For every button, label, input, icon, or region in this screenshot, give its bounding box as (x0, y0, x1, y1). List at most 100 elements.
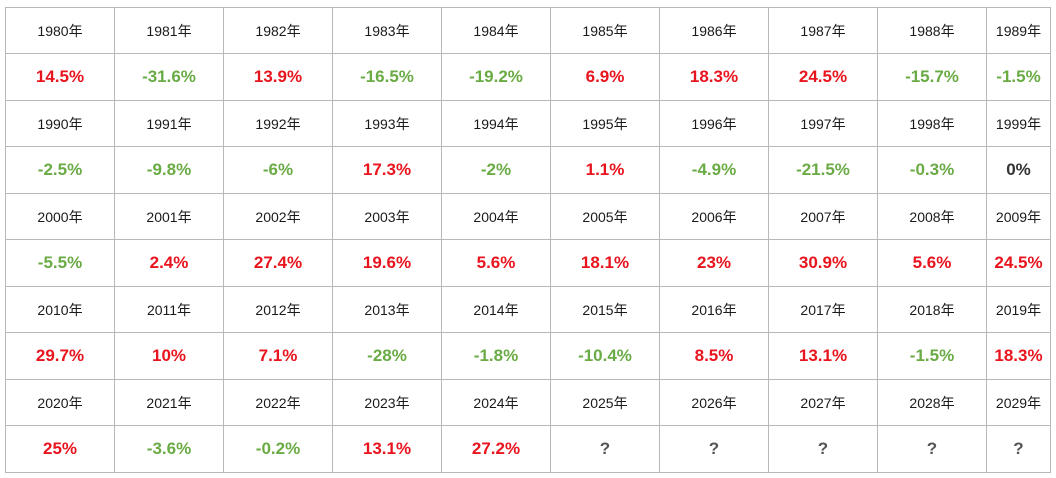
return-value-cell: 17.3% (332, 146, 442, 194)
year-cell: 2010年 (5, 286, 115, 333)
year-cell: 2007年 (768, 193, 878, 240)
return-value-cell: -1.5% (986, 53, 1051, 101)
return-value-cell: 25% (5, 425, 115, 473)
return-value-cell: 24.5% (768, 53, 878, 101)
year-cell: 2005年 (550, 193, 660, 240)
year-cell: 1993年 (332, 100, 442, 147)
year-cell: 2020年 (5, 379, 115, 426)
return-value-cell: -4.9% (659, 146, 769, 194)
year-cell: 2006年 (659, 193, 769, 240)
return-value-cell: -10.4% (550, 332, 660, 380)
year-cell: 1988年 (877, 7, 987, 54)
return-value-cell: 27.2% (441, 425, 551, 473)
return-value-cell: 8.5% (659, 332, 769, 380)
return-value-cell: 18.3% (986, 332, 1051, 380)
year-cell: 1991年 (114, 100, 224, 147)
return-value-cell: 13.9% (223, 53, 333, 101)
year-cell: 1998年 (877, 100, 987, 147)
return-value-cell: -21.5% (768, 146, 878, 194)
return-value-cell: ? (659, 425, 769, 473)
return-value-cell: 18.3% (659, 53, 769, 101)
year-cell: 2013年 (332, 286, 442, 333)
return-value-cell: 18.1% (550, 239, 660, 287)
return-value-cell: 5.6% (877, 239, 987, 287)
year-row: 1980年 1981年 1982年 1983年 1984年 1985年 1986年 1987年… (5, 7, 1051, 54)
return-value-cell: -1.8% (441, 332, 551, 380)
return-value-cell: 19.6% (332, 239, 442, 287)
year-cell: 1997年 (768, 100, 878, 147)
year-cell: 2017年 (768, 286, 878, 333)
year-cell: 2002年 (223, 193, 333, 240)
return-value-cell: 0% (986, 146, 1051, 194)
return-value-cell: -31.6% (114, 53, 224, 101)
year-cell: 1994年 (441, 100, 551, 147)
return-value-cell: -6% (223, 146, 333, 194)
return-value-cell: 30.9% (768, 239, 878, 287)
return-value-cell: -2.5% (5, 146, 115, 194)
year-cell: 2018年 (877, 286, 987, 333)
year-cell: 2019年 (986, 286, 1051, 333)
return-value-cell: -15.7% (877, 53, 987, 101)
year-cell: 2029年 (986, 379, 1051, 426)
year-cell: 1982年 (223, 7, 333, 54)
return-value-cell: -2% (441, 146, 551, 194)
return-value-cell: -5.5% (5, 239, 115, 287)
return-value-cell: ? (768, 425, 878, 473)
return-value-cell: -1.5% (877, 332, 987, 380)
return-value-cell: 24.5% (986, 239, 1051, 287)
year-row: 1990年 1991年 1992年 1993年 1994年 1995年 1996年 1997年… (5, 100, 1051, 147)
year-cell: 2024年 (441, 379, 551, 426)
return-value-cell: 7.1% (223, 332, 333, 380)
annual-returns-table: 1980年 1981年 1982年 1983年 1984年 1985年 1986年 1987年… (5, 7, 1051, 473)
return-value-cell: -9.8% (114, 146, 224, 194)
return-value-cell: ? (550, 425, 660, 473)
year-cell: 2027年 (768, 379, 878, 426)
return-value-cell: -3.6% (114, 425, 224, 473)
year-cell: 2022年 (223, 379, 333, 426)
year-cell: 2026年 (659, 379, 769, 426)
year-cell: 1990年 (5, 100, 115, 147)
year-cell: 2008年 (877, 193, 987, 240)
year-cell: 2001年 (114, 193, 224, 240)
return-row: -5.5% 2.4% 27.4% 19.6% 5.6% 18.1% 23% 30.9% 5.6%… (5, 239, 1051, 287)
return-value-cell: ? (877, 425, 987, 473)
return-value-cell: ? (986, 425, 1051, 473)
year-cell: 2014年 (441, 286, 551, 333)
return-row: 14.5% -31.6% 13.9% -16.5% -19.2% 6.9% 18.3% 24.… (5, 53, 1051, 101)
return-row: -2.5% -9.8% -6% 17.3% -2% 1.1% -4.9% -21.5% -0.3… (5, 146, 1051, 194)
year-cell: 2015年 (550, 286, 660, 333)
year-cell: 1985年 (550, 7, 660, 54)
year-cell: 2028年 (877, 379, 987, 426)
year-cell: 2023年 (332, 379, 442, 426)
year-cell: 2016年 (659, 286, 769, 333)
return-value-cell: 1.1% (550, 146, 660, 194)
year-cell: 2003年 (332, 193, 442, 240)
year-row: 2010年 2011年 2012年 2013年 2014年 2015年 2016年 2017年… (5, 286, 1051, 333)
return-value-cell: -19.2% (441, 53, 551, 101)
return-row: 29.7% 10% 7.1% -28% -1.8% -10.4% 8.5% 13.1% -1.5… (5, 332, 1051, 380)
return-value-cell: 23% (659, 239, 769, 287)
year-cell: 1989年 (986, 7, 1051, 54)
year-cell: 2011年 (114, 286, 224, 333)
year-cell: 2021年 (114, 379, 224, 426)
year-cell: 2004年 (441, 193, 551, 240)
year-cell: 2012年 (223, 286, 333, 333)
return-value-cell: 6.9% (550, 53, 660, 101)
year-cell: 2025年 (550, 379, 660, 426)
year-cell: 1995年 (550, 100, 660, 147)
return-value-cell: -0.2% (223, 425, 333, 473)
return-value-cell: 13.1% (332, 425, 442, 473)
return-value-cell: -16.5% (332, 53, 442, 101)
return-value-cell: 13.1% (768, 332, 878, 380)
year-cell: 1980年 (5, 7, 115, 54)
year-cell: 1992年 (223, 100, 333, 147)
year-row: 2020年 2021年 2022年 2023年 2024年 2025年 2026年 2027年… (5, 379, 1051, 426)
return-value-cell: 5.6% (441, 239, 551, 287)
return-value-cell: -0.3% (877, 146, 987, 194)
year-cell: 1986年 (659, 7, 769, 54)
return-value-cell: 29.7% (5, 332, 115, 380)
year-cell: 1999年 (986, 100, 1051, 147)
year-cell: 1996年 (659, 100, 769, 147)
year-row: 2000年 2001年 2002年 2003年 2004年 2005年 2006年 2007年… (5, 193, 1051, 240)
year-cell: 2009年 (986, 193, 1051, 240)
